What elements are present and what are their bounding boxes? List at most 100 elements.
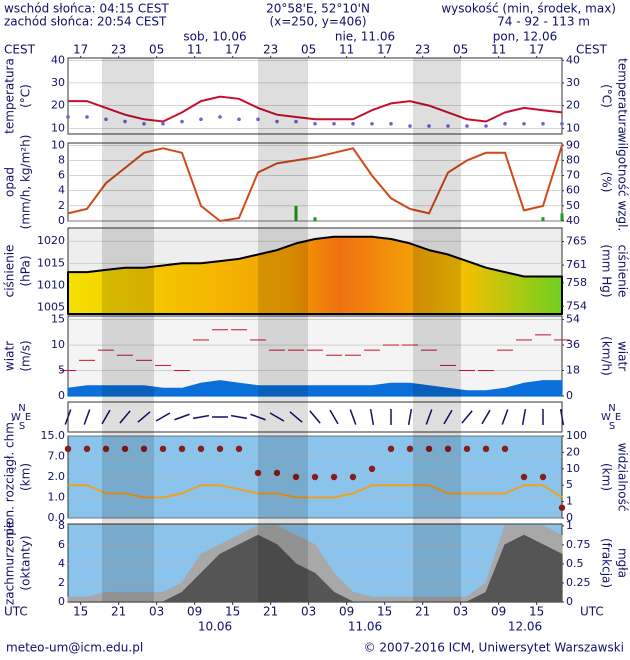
y2-tick-label: 1 xyxy=(566,495,573,508)
y-axis-title: (°C) xyxy=(19,84,33,108)
y2-tick-label: 60 xyxy=(566,184,580,197)
y-tick-label: 10 xyxy=(51,138,65,151)
cest-tick-label: 05 xyxy=(149,43,164,57)
wind-arrow xyxy=(83,409,91,425)
y2-axis-title: (°C) xyxy=(600,84,614,108)
y2-tick-label: 18 xyxy=(566,364,580,377)
y-tick-label: 4 xyxy=(58,557,65,570)
series-point xyxy=(425,445,433,453)
series-point xyxy=(237,117,241,122)
coords: 20°58'E, 52°10'N xyxy=(266,2,370,16)
cest-tick-label: 23 xyxy=(263,43,278,57)
series-point xyxy=(501,445,509,453)
height: 74 - 92 - 113 m xyxy=(497,15,590,29)
series-line xyxy=(68,95,563,123)
y2-tick-label: 0.75 xyxy=(566,538,591,551)
wind-arrow xyxy=(329,409,339,425)
y-tick-label: 2 xyxy=(58,576,65,589)
utc-tick-label: 21 xyxy=(415,605,430,619)
series-bar xyxy=(313,217,317,221)
utc-tick-label: 21 xyxy=(111,605,126,619)
wind-arrow xyxy=(137,411,151,423)
y-tick-label: 4 xyxy=(58,184,65,197)
cest-tick-label: 05 xyxy=(301,43,316,57)
y-tick-label: 1020 xyxy=(37,234,65,247)
y-tick-label: 1015 xyxy=(37,256,65,269)
series-point xyxy=(161,121,165,126)
series-point xyxy=(121,445,129,453)
utc-tick-label: 03 xyxy=(453,605,468,619)
y2-tick-label: 54 xyxy=(566,313,580,326)
compass-label: E xyxy=(615,412,621,423)
cest-tick-label: 17 xyxy=(73,43,88,57)
date-bottom: 10.06 xyxy=(198,620,232,634)
cest-tick-label: 11 xyxy=(491,43,506,57)
wind-arrow xyxy=(155,412,171,422)
y-axis-title: (km) xyxy=(19,463,33,491)
series-point xyxy=(292,473,300,481)
wind-arrow xyxy=(425,409,433,425)
series-point xyxy=(180,119,184,124)
y-axis-title: (oktanty) xyxy=(19,535,33,590)
series-point xyxy=(446,124,450,128)
series-point xyxy=(104,117,108,122)
y2-tick-label: 0.5 xyxy=(566,557,584,570)
wind-arrow xyxy=(64,409,72,425)
y-axis-title: zachmurzenie xyxy=(3,521,17,605)
wind-arrow xyxy=(521,408,527,426)
cest-tick-label: 05 xyxy=(453,43,468,57)
night-bands xyxy=(102,58,461,602)
wind-arrow xyxy=(174,413,190,421)
series-point xyxy=(142,121,146,126)
y2-tick-label: 30 xyxy=(566,76,580,89)
height-title: wysokość (min, środek, max) xyxy=(441,2,616,16)
date-top: pon, 12.06 xyxy=(493,30,558,44)
y2-tick-label: 765 xyxy=(566,235,587,248)
wind-arrow xyxy=(289,411,303,423)
wind-arrow xyxy=(559,408,565,426)
y-tick-label: 15.0 xyxy=(41,429,66,442)
wind-arrow xyxy=(481,409,491,425)
y-tick-label: 1010 xyxy=(37,278,65,291)
y2-axis-title: wilgotność wzgl. xyxy=(616,133,630,232)
series-point xyxy=(216,445,224,453)
y2-tick-label: 36 xyxy=(566,338,580,351)
y-tick-label: 10 xyxy=(51,121,65,134)
series-point xyxy=(294,119,298,124)
cest-tick-label: 23 xyxy=(111,43,126,57)
email: meteo-um@icm.edu.pl xyxy=(6,641,143,655)
series-point xyxy=(387,445,395,453)
cest-tick-label: 17 xyxy=(225,43,240,57)
series-point xyxy=(444,445,452,453)
y2-tick-label: 20 xyxy=(566,99,580,112)
utc-tick-label: 03 xyxy=(301,605,316,619)
series-point xyxy=(484,124,488,128)
zone-bottom-left: UTC xyxy=(4,605,28,619)
series-point xyxy=(254,469,262,477)
wind-arrow xyxy=(349,409,357,425)
series-point xyxy=(541,121,545,126)
y2-tick-label: 20 xyxy=(566,445,580,458)
wind-arrow xyxy=(230,414,248,420)
copyright: © 2007-2016 ICM, Uniwersytet Warszawski xyxy=(364,641,624,655)
zone-top-right: CEST xyxy=(576,43,608,57)
series-point xyxy=(235,445,243,453)
y2-axis-title: (frakcja) xyxy=(600,538,614,588)
y2-axis-title: ciśnienie xyxy=(616,245,630,298)
y2-axis-title: mgła xyxy=(616,548,630,578)
y-axis-title: (mm/h, kg/m²h) xyxy=(19,135,33,230)
date-bottom: 11.06 xyxy=(348,620,382,634)
series-point xyxy=(368,465,376,472)
wind-arrow xyxy=(101,409,111,425)
y-tick-label: 2.0 xyxy=(48,470,66,483)
compass-label: S xyxy=(609,421,615,432)
y-tick-label: 1.0 xyxy=(48,491,66,504)
wind-arrow xyxy=(407,408,413,426)
y2-axis-title: temperatura xyxy=(616,58,630,134)
y2-axis-title: widzialność xyxy=(616,443,630,512)
series-point xyxy=(102,445,110,453)
utc-tick-label: 15 xyxy=(73,605,88,619)
y-tick-label: 7.0 xyxy=(48,450,66,463)
wind-arrow xyxy=(461,410,473,424)
series-point xyxy=(389,121,393,126)
